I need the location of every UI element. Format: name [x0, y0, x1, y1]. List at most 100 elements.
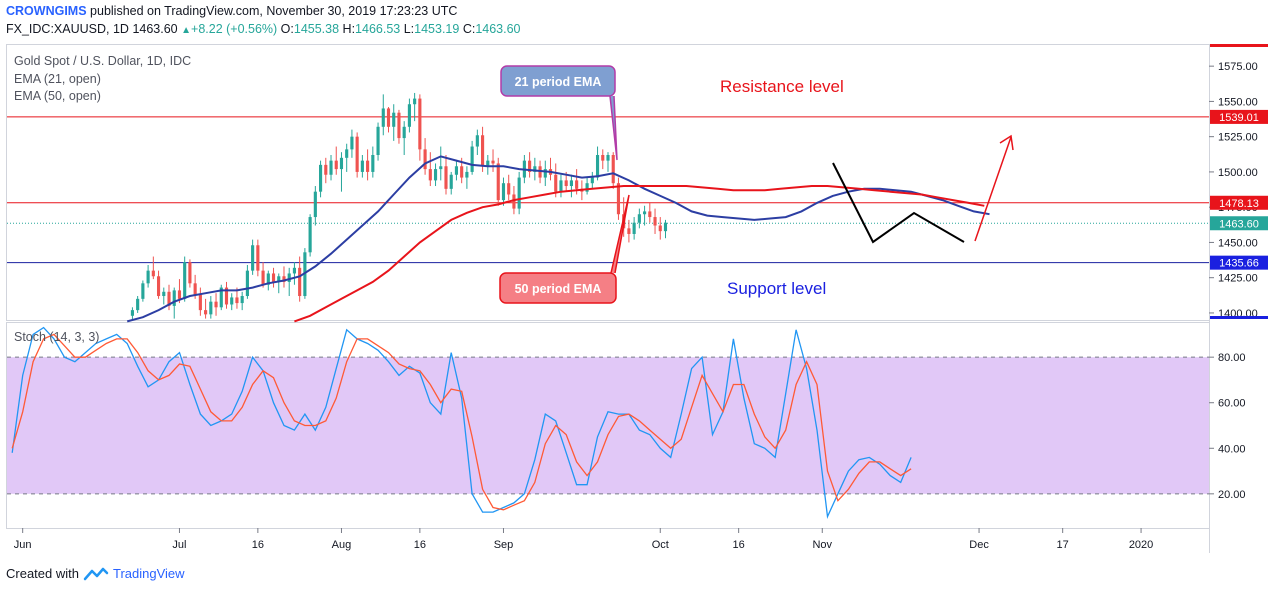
candle-body [616, 183, 621, 215]
candle [569, 174, 573, 198]
candle [543, 160, 547, 187]
candle-body [136, 298, 140, 311]
candle [287, 267, 291, 297]
ema21-line[interactable] [126, 155, 990, 323]
candle [481, 126, 485, 172]
candle [475, 129, 479, 155]
last-price-tag-text: 1463.60 [1219, 218, 1259, 230]
candle [663, 219, 668, 239]
candle-body [141, 283, 145, 299]
candle-body [533, 166, 537, 172]
stoch-tick-label: 80.00 [1218, 352, 1246, 364]
ema21-callout-text: 21 period EMA [515, 75, 602, 89]
time-tick-label: Jun [14, 539, 32, 551]
open-label: O: [280, 22, 294, 36]
high-value: 1466.53 [355, 22, 401, 36]
candle [146, 265, 150, 288]
candle-body [564, 180, 568, 187]
candle [298, 256, 302, 302]
candle-body [345, 149, 349, 158]
candle-body [465, 171, 469, 178]
time-tick-label: 16 [414, 539, 426, 551]
candle [198, 287, 202, 316]
close-value: 1463.60 [475, 22, 521, 36]
ema50-line[interactable] [294, 185, 985, 323]
candle-body [627, 228, 631, 234]
candle-body [371, 155, 375, 172]
candle [339, 152, 344, 192]
time-tick-label: Oct [652, 539, 669, 551]
candle-body [601, 155, 605, 161]
forecast-arrow-head [999, 134, 1014, 151]
candle-body [224, 287, 229, 305]
forecast-arrow-shaft[interactable] [974, 136, 1012, 242]
resistance-price-tag: 1539.01 [1210, 109, 1268, 124]
candle-body [204, 310, 208, 315]
candle [360, 155, 364, 178]
ema50-callout[interactable]: 50 period EMA [499, 194, 630, 304]
candle-body [156, 276, 161, 297]
candle-body [261, 270, 265, 285]
candle [507, 174, 511, 201]
candle [350, 129, 354, 158]
candle-body [151, 270, 155, 277]
time-axis: Jun Jul 16 Aug 16 Sep Oct 16 Nov Dec 17 2020 [14, 528, 1153, 551]
stoch-legend: Stoch (14, 3, 3) [14, 330, 99, 344]
candle-body [454, 166, 459, 175]
price-tick-label: 1525.00 [1218, 132, 1258, 144]
tradingview-brand[interactable]: TradingView [112, 566, 185, 581]
candle-body [481, 135, 485, 167]
candle-body [585, 183, 589, 192]
ema50-legend: EMA (50, open) [14, 89, 101, 103]
candle [454, 160, 459, 181]
candle [282, 266, 286, 288]
candle [601, 149, 605, 170]
candle-body [277, 276, 281, 282]
ema21-callout[interactable]: 21 period EMA [500, 65, 618, 161]
candle-body [308, 217, 312, 253]
pattern-line[interactable] [832, 162, 965, 244]
candle-body [313, 191, 317, 218]
candle [381, 94, 385, 136]
candle [172, 287, 176, 319]
candle [637, 208, 641, 229]
candle [209, 296, 213, 319]
candle-body [350, 136, 354, 150]
candle [324, 157, 328, 184]
candle [251, 239, 255, 275]
open-value: 1455.38 [293, 22, 340, 36]
candle-body [606, 155, 610, 161]
candle [423, 138, 427, 175]
candle-body [648, 211, 652, 218]
candle-body [512, 194, 516, 209]
candle [585, 177, 589, 195]
candle-body [470, 146, 474, 172]
candle [141, 280, 145, 302]
candle-body [298, 267, 302, 297]
time-tick-label: Aug [332, 539, 352, 551]
candle [308, 214, 312, 257]
candle-body [245, 270, 249, 297]
candle [616, 177, 621, 220]
candle-body [475, 135, 479, 147]
time-tick-label: 17 [1057, 539, 1069, 551]
stoch-tick-label: 40.00 [1218, 443, 1246, 455]
tradingview-logo-icon [83, 567, 109, 580]
candle-body [167, 291, 171, 306]
candle-body [595, 155, 600, 178]
stoch-k-line[interactable] [11, 326, 912, 519]
close-label: C: [462, 22, 476, 36]
candle [611, 152, 615, 189]
candle-body [554, 174, 558, 192]
candle-body [386, 108, 391, 127]
candle [136, 296, 140, 313]
candle-body [251, 245, 255, 271]
stoch-d-line[interactable] [11, 333, 912, 511]
last-price: 1463.60 [132, 22, 178, 36]
candle-body [569, 180, 573, 187]
ohlc-line: FX_IDC:XAUUSD, 1D 1463.60 ▲+8.22 (+0.56%… [6, 22, 521, 36]
candle-body [355, 136, 359, 172]
candle-body [130, 310, 134, 316]
author-name[interactable]: CROWNGIMS [6, 4, 87, 18]
